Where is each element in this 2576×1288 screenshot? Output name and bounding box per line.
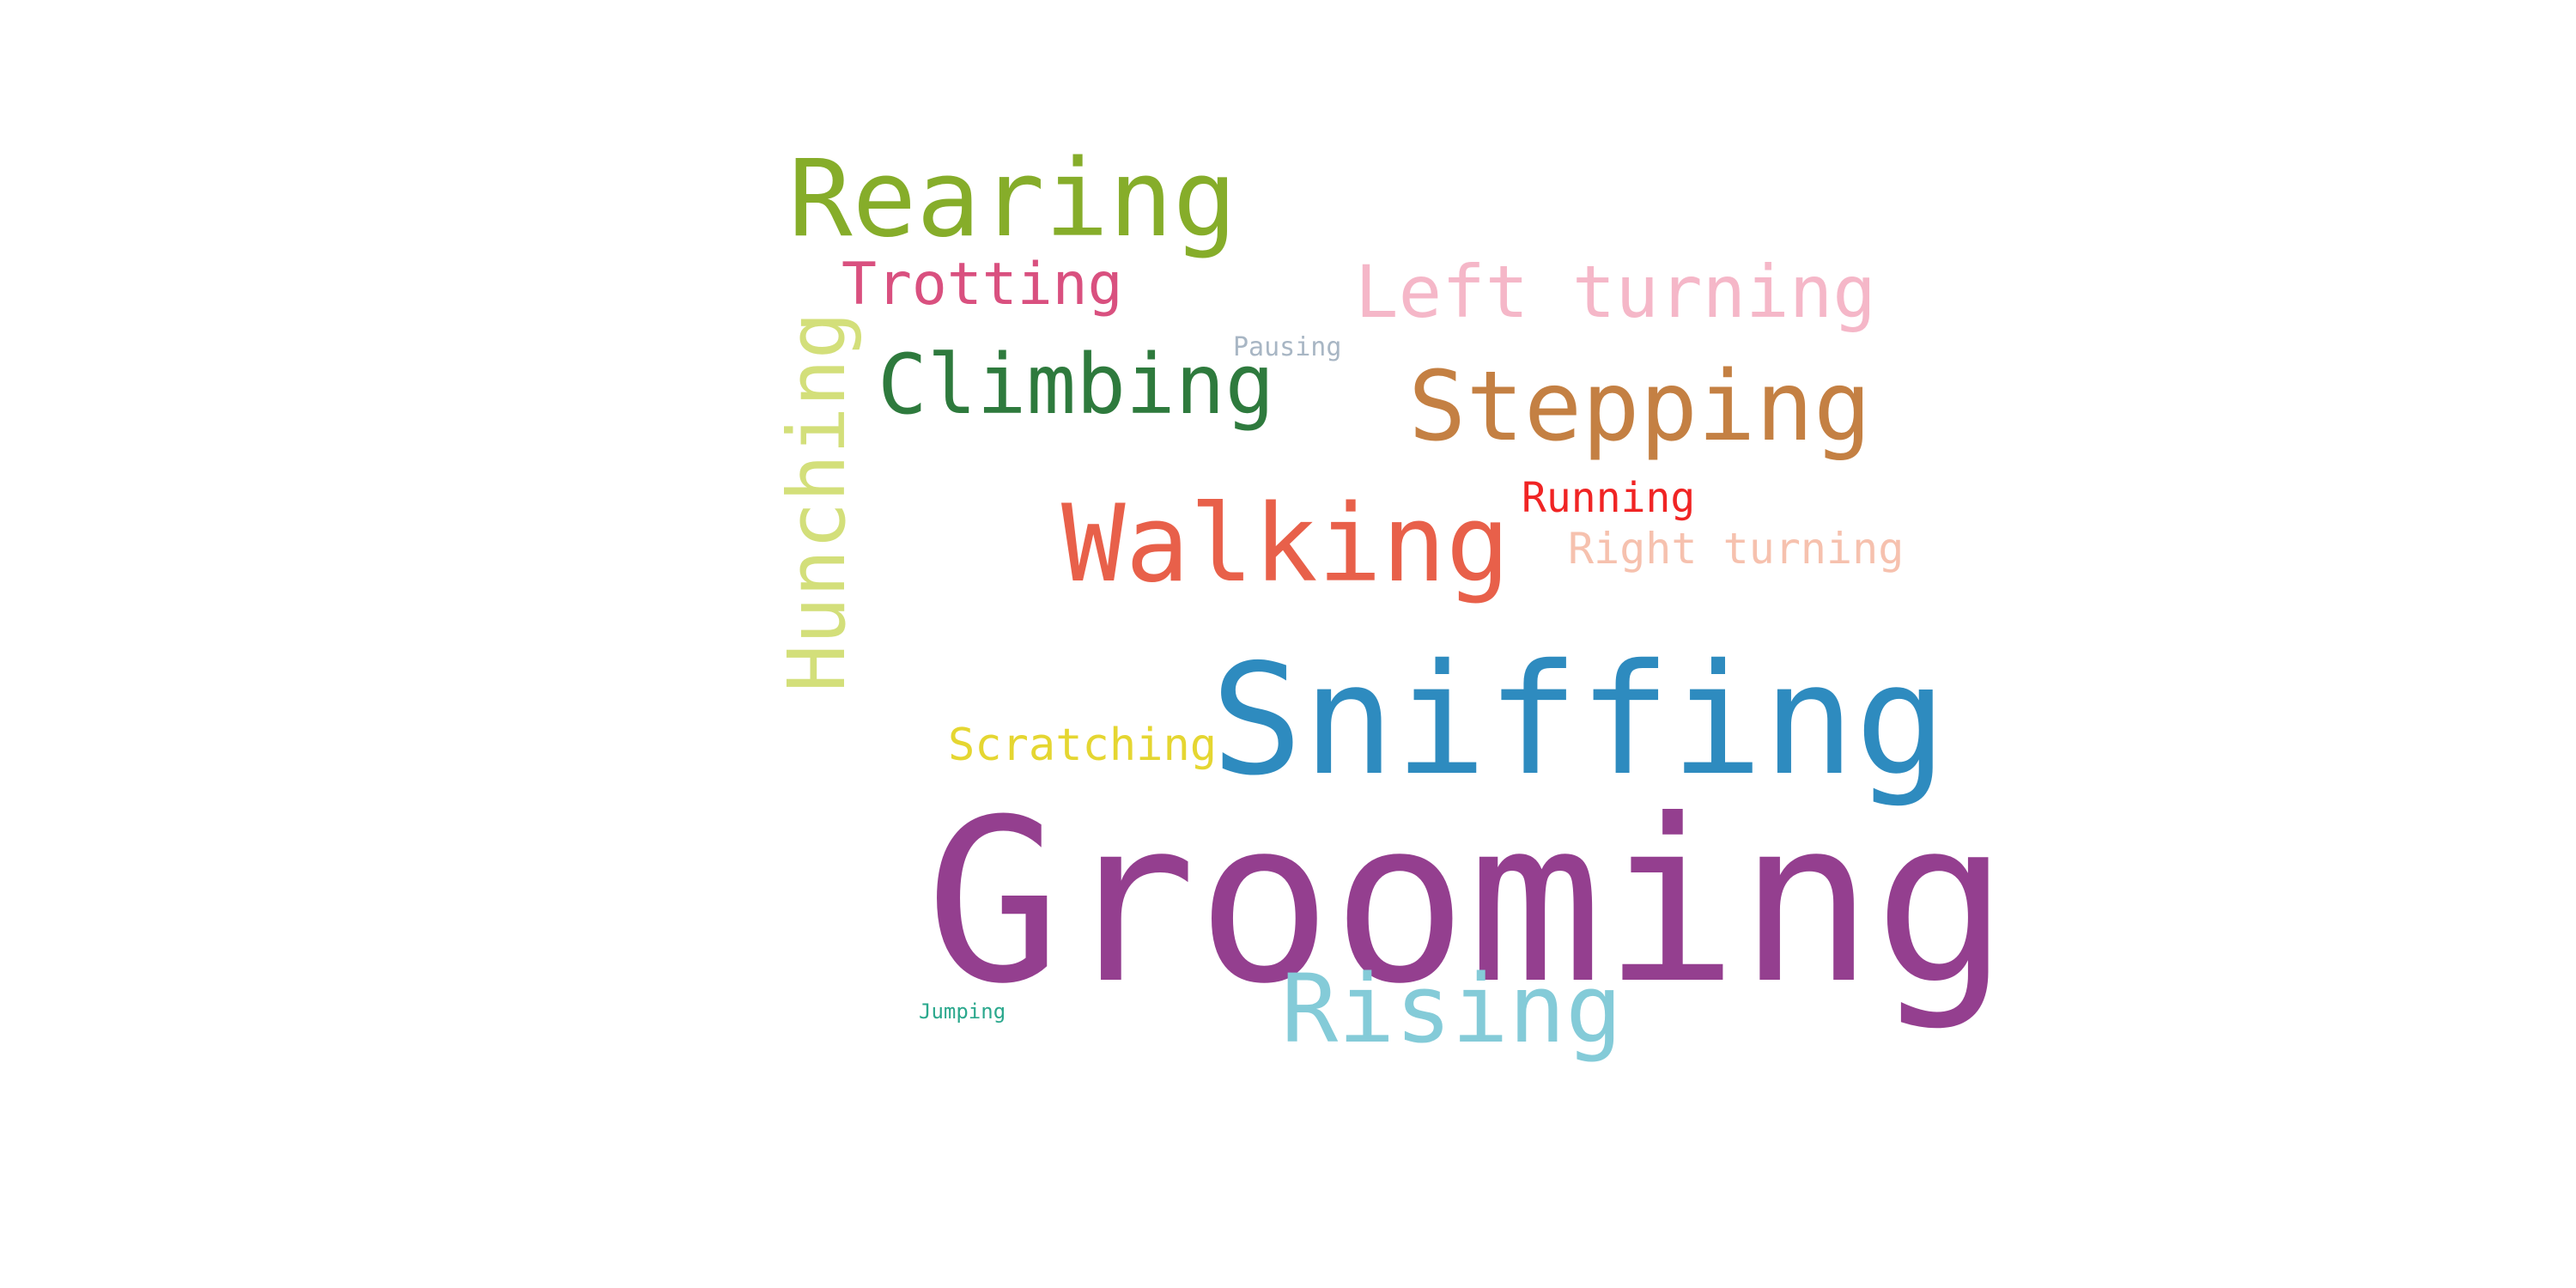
word-rearing: Rearing (788, 137, 1237, 261)
word-sniffing: Sniffing (1211, 631, 1947, 809)
word-stepping: Stepping (1408, 351, 1872, 463)
word-running: Running (1522, 474, 1696, 522)
word-grooming: Grooming (926, 771, 2009, 1033)
word-trotting: Trotting (841, 251, 1123, 319)
word-jumping: Jumping (919, 999, 1006, 1024)
word-right-turning: Right turning (1568, 524, 1905, 574)
word-pausing: Pausing (1233, 332, 1342, 362)
word-hunching: Hunching (771, 311, 863, 692)
word-scratching: Scratching (948, 720, 1218, 771)
word-climbing: Climbing (878, 337, 1275, 433)
word-walking: Walking (1061, 483, 1510, 606)
word-left-turning: Left turning (1355, 250, 1876, 334)
word-rising: Rising (1281, 954, 1623, 1064)
